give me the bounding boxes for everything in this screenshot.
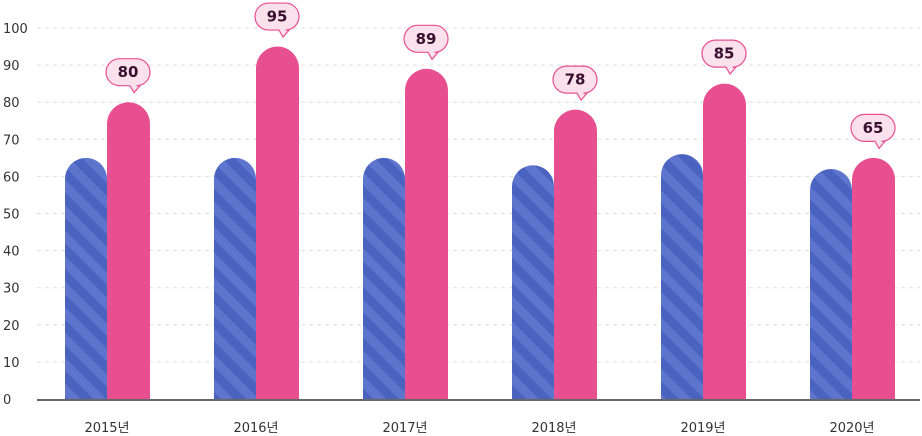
y-tick-label: 50	[3, 208, 20, 223]
data-label: 65	[863, 119, 884, 137]
y-tick-label: 0	[3, 393, 11, 408]
bars	[65, 46, 895, 400]
gridlines	[37, 27, 920, 363]
data-label-bubble: 78	[552, 65, 598, 102]
y-tick-label: 90	[3, 59, 20, 74]
bubble-shape	[850, 113, 896, 150]
bar-series-1	[810, 168, 852, 399]
bar-series-2	[107, 102, 150, 399]
bubble-shape	[403, 24, 449, 61]
x-axis-categories: 2015년 2016년 2017년 2018년 2019년 2020년	[84, 421, 874, 436]
bar-series-2	[256, 46, 299, 400]
data-label-bubble: 85	[701, 39, 747, 76]
y-tick-label: 40	[3, 245, 20, 260]
bar-series-2	[703, 83, 746, 399]
y-tick-label: 10	[3, 356, 20, 371]
y-tick-label: 80	[3, 96, 20, 111]
y-tick-label: 100	[3, 22, 28, 37]
bar-series-1	[214, 157, 256, 399]
data-label-bubble: 65	[850, 113, 896, 150]
bar-series-1	[661, 154, 703, 399]
x-category-label: 2019년	[680, 421, 725, 436]
x-category-label: 2018년	[531, 421, 576, 436]
data-label: 78	[565, 71, 586, 89]
y-tick-label: 20	[3, 319, 20, 334]
bubble-shape	[105, 58, 151, 94]
data-label-bubble: 89	[403, 24, 449, 61]
data-label: 95	[267, 8, 288, 26]
x-category-label: 2017년	[382, 421, 427, 436]
data-label-bubbles: 80 95 89 78 85 65	[105, 2, 896, 150]
bubble-shape	[701, 39, 747, 76]
bar-series-1	[512, 165, 554, 399]
data-label: 85	[714, 45, 735, 63]
y-axis-ticks: 0 10 20 30 40 50 60 70 80 90 100	[3, 22, 28, 408]
data-label-bubble: 95	[254, 2, 300, 39]
data-label-bubble: 80	[105, 58, 151, 94]
bubble-shape	[254, 2, 300, 39]
x-category-label: 2020년	[829, 421, 874, 436]
bar-series-2	[405, 68, 448, 400]
y-tick-label: 70	[3, 133, 20, 148]
bar-series-2	[852, 157, 895, 399]
x-category-label: 2016년	[233, 421, 278, 436]
y-tick-label: 30	[3, 282, 20, 297]
bar-series-1	[65, 157, 107, 399]
data-label: 80	[118, 63, 139, 81]
bar-series-1	[363, 157, 405, 399]
x-category-label: 2015년	[84, 421, 129, 436]
bar-series-2	[554, 109, 597, 399]
data-label: 89	[416, 30, 437, 48]
y-tick-label: 60	[3, 170, 20, 185]
bubble-shape	[552, 65, 598, 102]
